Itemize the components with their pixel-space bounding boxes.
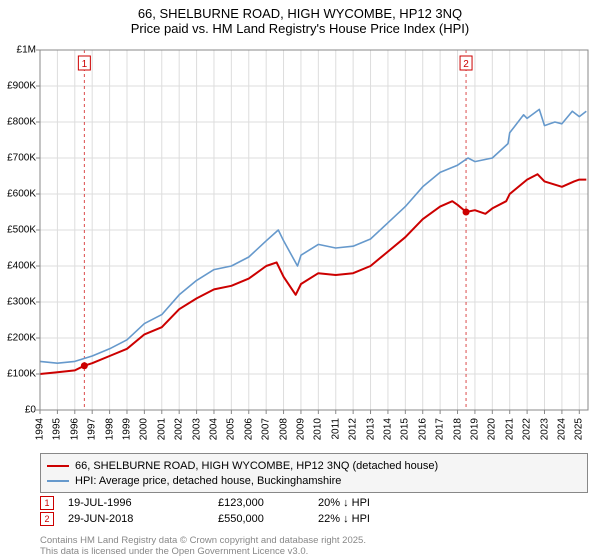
- sale-pct: 20% ↓ HPI: [318, 497, 468, 509]
- legend-item: 66, SHELBURNE ROAD, HIGH WYCOMBE, HP12 3…: [47, 458, 581, 473]
- sale-pct: 22% ↓ HPI: [318, 513, 468, 525]
- legend-item: HPI: Average price, detached house, Buck…: [47, 473, 581, 488]
- x-tick-label: 1998: [104, 418, 115, 440]
- y-tick-label: £100K: [7, 369, 36, 380]
- x-tick-label: 2014: [382, 418, 393, 440]
- svg-text:1: 1: [82, 59, 88, 70]
- x-tick-label: 2004: [208, 418, 219, 440]
- chart-title-block: 66, SHELBURNE ROAD, HIGH WYCOMBE, HP12 3…: [0, 0, 600, 36]
- legend-label: 66, SHELBURNE ROAD, HIGH WYCOMBE, HP12 3…: [75, 460, 438, 472]
- chart-title-line2: Price paid vs. HM Land Registry's House …: [0, 21, 600, 36]
- x-tick-label: 2012: [348, 418, 359, 440]
- y-tick-label: £1M: [17, 45, 36, 56]
- sale-date: 29-JUN-2018: [68, 513, 218, 525]
- y-axis-labels: £0£100K£200K£300K£400K£500K£600K£700K£80…: [0, 50, 38, 410]
- chart-legend: 66, SHELBURNE ROAD, HIGH WYCOMBE, HP12 3…: [40, 453, 588, 493]
- sale-price: £550,000: [218, 513, 318, 525]
- x-tick-label: 2001: [156, 418, 167, 440]
- x-tick-label: 2022: [522, 418, 533, 440]
- y-tick-label: £300K: [7, 297, 36, 308]
- x-tick-label: 2015: [400, 418, 411, 440]
- x-tick-label: 1996: [69, 418, 80, 440]
- x-tick-label: 2010: [313, 418, 324, 440]
- sale-date: 19-JUL-1996: [68, 497, 218, 509]
- x-tick-label: 2017: [435, 418, 446, 440]
- x-tick-label: 2005: [226, 418, 237, 440]
- legend-swatch: [47, 480, 69, 482]
- x-tick-label: 2023: [539, 418, 550, 440]
- chart-container: 66, SHELBURNE ROAD, HIGH WYCOMBE, HP12 3…: [0, 0, 600, 560]
- x-tick-label: 1994: [35, 418, 46, 440]
- x-tick-label: 1999: [121, 418, 132, 440]
- sale-row: 2 29-JUN-2018 £550,000 22% ↓ HPI: [40, 511, 588, 527]
- sale-marker-icon: 1: [40, 496, 54, 510]
- y-tick-label: £900K: [7, 81, 36, 92]
- x-tick-label: 2018: [452, 418, 463, 440]
- x-tick-label: 2000: [139, 418, 150, 440]
- sale-marker-number: 1: [44, 498, 49, 508]
- x-tick-label: 2006: [243, 418, 254, 440]
- y-tick-label: £700K: [7, 153, 36, 164]
- footer-attribution: Contains HM Land Registry data © Crown c…: [40, 536, 366, 558]
- x-tick-label: 2008: [278, 418, 289, 440]
- svg-text:2: 2: [463, 59, 469, 70]
- chart-plot-area: 12: [40, 50, 588, 410]
- y-tick-label: £200K: [7, 333, 36, 344]
- x-tick-label: 2007: [261, 418, 272, 440]
- x-tick-label: 2009: [295, 418, 306, 440]
- legend-label: HPI: Average price, detached house, Buck…: [75, 475, 341, 487]
- sale-marker-number: 2: [44, 514, 49, 524]
- x-tick-label: 2011: [330, 418, 341, 440]
- sales-table: 1 19-JUL-1996 £123,000 20% ↓ HPI 2 29-JU…: [40, 495, 588, 527]
- legend-swatch: [47, 465, 69, 467]
- y-tick-label: £400K: [7, 261, 36, 272]
- y-tick-label: £0: [25, 405, 36, 416]
- y-tick-label: £600K: [7, 189, 36, 200]
- chart-svg: 12: [40, 50, 588, 410]
- x-tick-label: 2016: [417, 418, 428, 440]
- sale-price: £123,000: [218, 497, 318, 509]
- x-tick-label: 2013: [365, 418, 376, 440]
- sale-row: 1 19-JUL-1996 £123,000 20% ↓ HPI: [40, 495, 588, 511]
- x-tick-label: 1997: [87, 418, 98, 440]
- y-tick-label: £500K: [7, 225, 36, 236]
- x-tick-label: 2019: [469, 418, 480, 440]
- chart-title-line1: 66, SHELBURNE ROAD, HIGH WYCOMBE, HP12 3…: [0, 6, 600, 21]
- x-tick-label: 1995: [52, 418, 63, 440]
- x-tick-label: 2025: [574, 418, 585, 440]
- sale-marker-icon: 2: [40, 512, 54, 526]
- x-tick-label: 2020: [487, 418, 498, 440]
- x-tick-label: 2024: [556, 418, 567, 440]
- x-axis-labels: 1994199519961997199819992000200120022003…: [40, 412, 588, 452]
- x-tick-label: 2002: [174, 418, 185, 440]
- x-tick-label: 2003: [191, 418, 202, 440]
- y-tick-label: £800K: [7, 117, 36, 128]
- footer-line2: This data is licensed under the Open Gov…: [40, 547, 366, 558]
- x-tick-label: 2021: [504, 418, 515, 440]
